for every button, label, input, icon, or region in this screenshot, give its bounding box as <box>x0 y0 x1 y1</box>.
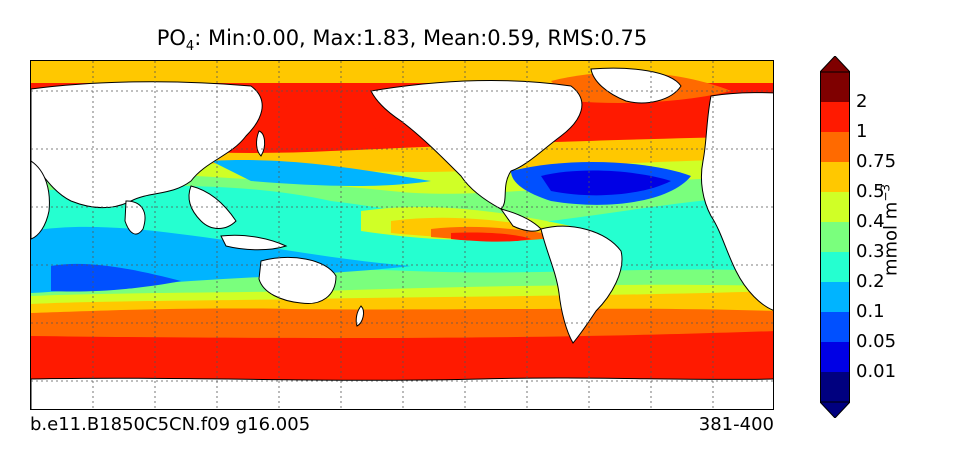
colorbar-tick-label: 0.75 <box>856 151 897 172</box>
colorbar-swatch <box>820 372 850 402</box>
colorbar-tick-label: 0.01 <box>856 361 897 382</box>
colorbar-tick-label: 0.5 <box>856 181 885 202</box>
eurasia <box>31 81 263 209</box>
equatorial-tongue-1 <box>451 232 531 242</box>
colorbar-tick-label: 0.4 <box>856 211 885 232</box>
title-stats: : Min:0.00, Max:1.83, Mean:0.59, RMS:0.7… <box>194 26 648 50</box>
new-zealand <box>355 305 365 327</box>
colorbar <box>820 56 850 418</box>
ocean-map-panel <box>30 60 774 410</box>
north-america <box>370 80 583 210</box>
colorbar-tick-label: 0.05 <box>856 331 897 352</box>
years-label: 381-400 <box>698 414 774 435</box>
india <box>124 200 146 235</box>
colorbar-extend-min <box>820 401 850 418</box>
colorbar-frame <box>820 71 850 403</box>
colorbar-tick-label: 0.2 <box>856 271 885 292</box>
colorbar-swatch <box>820 222 850 252</box>
europe-africa <box>700 92 773 311</box>
contour-band-005-indian <box>51 263 181 292</box>
contour-band-01-north-pacific <box>211 160 431 186</box>
north-atlantic-gyre-001 <box>541 170 671 196</box>
colorbar-swatch <box>820 102 850 132</box>
south-america <box>540 225 623 344</box>
colorbar-swatch <box>820 72 850 102</box>
colorbar-tick-label: 2 <box>856 91 868 112</box>
colorbar-swatch <box>820 342 850 372</box>
north-pacific-subpolar <box>251 101 411 138</box>
colorbar-swatch <box>820 132 850 162</box>
colorbar-units: mmol m−3 <box>879 184 902 276</box>
japan <box>256 130 266 157</box>
land-masses <box>31 67 773 409</box>
colorbar-swatch <box>820 252 850 282</box>
colorbar-swatch <box>820 312 850 342</box>
colorbar-swatch <box>820 162 850 192</box>
antarctica <box>31 377 773 409</box>
ocean-map <box>31 61 773 409</box>
units-exponent: −3 <box>878 183 893 202</box>
australia <box>258 256 337 305</box>
colorbar-tick-label: 0.3 <box>856 241 885 262</box>
colorbar-swatch <box>820 282 850 312</box>
africa-east <box>31 160 50 240</box>
colorbar-tick-label: 1 <box>856 121 868 142</box>
indonesia <box>220 234 288 251</box>
case-name-label: b.e11.B1850C5CN.f09 g16.005 <box>30 414 311 435</box>
map-title: PO4: Min:0.00, Max:1.83, Mean:0.59, RMS:… <box>30 26 774 54</box>
greenland <box>590 67 682 104</box>
graticule <box>31 61 773 409</box>
title-variable-subscript: 4 <box>185 39 195 55</box>
colorbar-swatch <box>820 192 850 222</box>
title-variable: PO <box>156 26 186 50</box>
colorbar-tick-label: 0.1 <box>856 301 885 322</box>
units-base: mmol m <box>880 201 902 277</box>
colorbar-extend-max <box>820 56 850 73</box>
